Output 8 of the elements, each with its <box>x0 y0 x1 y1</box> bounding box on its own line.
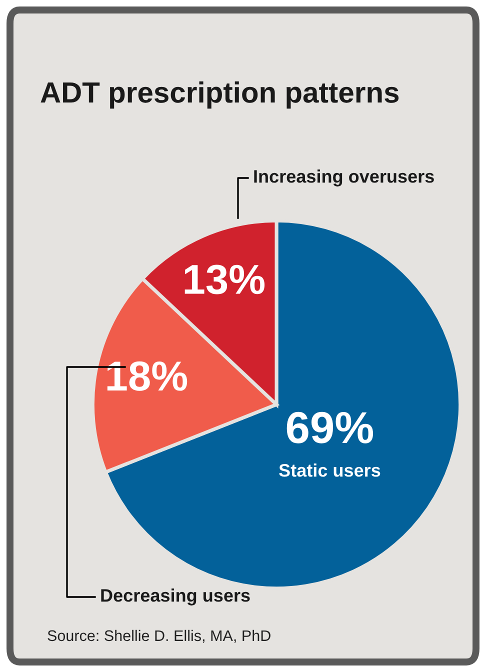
slice-label: Static users <box>279 464 380 477</box>
data-label: 69% <box>286 412 374 444</box>
slice-label: Decreasing users <box>101 588 250 606</box>
source-note: Source: Shellie D. Ellis, MA, PhD <box>48 630 270 643</box>
data-label: 18% <box>107 361 188 391</box>
data-label: 13% <box>184 264 265 294</box>
slice-label: Increasing overusers <box>254 170 434 186</box>
chart-title: ADT prescription patterns <box>40 81 399 109</box>
